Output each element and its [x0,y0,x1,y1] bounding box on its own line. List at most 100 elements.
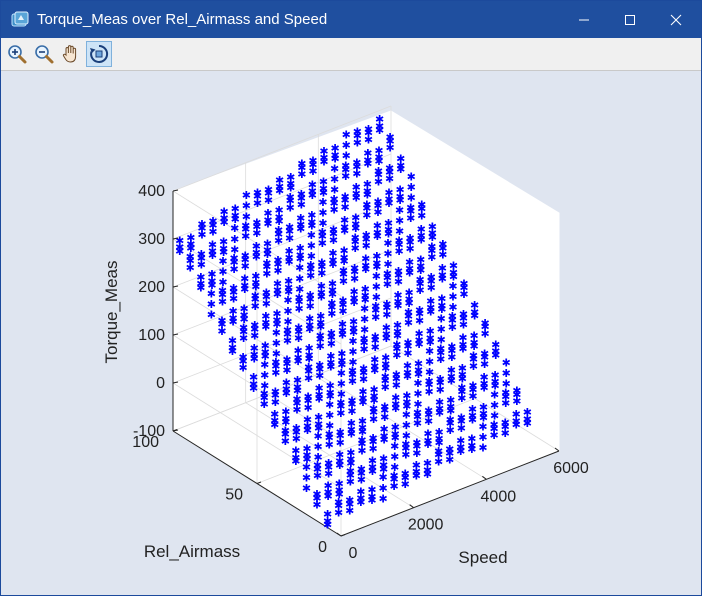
data-point: ✱ [339,246,348,258]
data-point: ✱ [302,462,311,474]
data-point: ✱ [353,131,362,143]
data-point: ✱ [325,433,334,445]
rotate-3d-button[interactable] [86,41,112,67]
data-point: ✱ [346,466,355,478]
data-point: ✱ [341,171,350,183]
data-point: ✱ [374,176,383,188]
data-point: ✱ [457,412,466,424]
maximize-button[interactable] [607,1,653,38]
data-point: ✱ [326,391,335,403]
data-point: ✱ [262,258,271,270]
data-point: ✱ [375,121,384,133]
data-point: ✱ [323,516,332,528]
data-point: ✱ [283,329,292,341]
data-point: ✱ [404,311,413,323]
data-point: ✱ [448,302,457,314]
data-point: ✱ [481,328,490,340]
data-point: ✱ [364,134,373,146]
data-point: ✱ [362,199,371,211]
data-point: ✱ [480,352,489,364]
data-point: ✱ [370,361,379,373]
data-point: ✱ [242,201,251,213]
rotate-icon [90,44,109,63]
data-point: ✱ [274,236,283,248]
data-point: ✱ [295,284,304,296]
data-point: ✱ [306,264,315,276]
data-point: ✱ [491,380,500,392]
data-point: ✱ [303,396,312,408]
data-point: ✱ [324,462,333,474]
data-point: ✱ [373,197,382,209]
data-point: ✱ [437,300,446,312]
y-tick [340,534,346,537]
data-point: ✱ [414,369,423,381]
data-point: ✱ [384,194,393,206]
data-point: ✱ [283,325,292,337]
data-point: ✱ [292,434,301,446]
data-point: ✱ [251,290,260,302]
data-point: ✱ [345,495,354,507]
data-point: ✱ [271,368,280,380]
data-point: ✱ [346,454,355,466]
data-point: ✱ [358,393,367,405]
data-point: ✱ [294,326,303,338]
pan-button[interactable] [58,41,84,67]
data-point: ✱ [436,384,445,396]
z-tick-label: -100 [133,423,165,440]
data-point: ✱ [293,356,302,368]
data-point: ✱ [272,338,281,350]
data-point: ✱ [456,435,465,447]
data-point: ✱ [323,520,332,532]
data-point: ✱ [242,190,251,202]
data-point: ✱ [491,346,500,358]
data-point: ✱ [295,293,304,305]
zoom-out-button[interactable] [31,41,57,67]
minimize-button[interactable] [561,1,607,38]
z-tick [172,333,179,336]
data-point: ✱ [489,423,498,435]
data-point: ✱ [337,355,346,367]
data-point: ✱ [427,276,436,288]
data-point: ✱ [406,233,415,245]
data-point: ✱ [385,163,394,175]
data-point: ✱ [307,221,316,233]
data-point: ✱ [293,346,302,358]
data-point: ✱ [403,367,412,379]
title-bar[interactable]: Torque_Meas over Rel_Airmass and Speed [1,1,701,38]
data-point: ✱ [250,320,259,332]
data-point: ✱ [459,313,468,325]
data-point: ✱ [323,480,332,492]
data-point: ✱ [502,378,511,390]
data-point: ✱ [338,296,347,308]
grid-line-x-floor [390,345,560,452]
data-point: ✱ [457,416,466,428]
x-tick-label: 0 [349,545,358,562]
data-point: ✱ [284,276,293,288]
data-point: ✱ [468,410,477,422]
data-point: ✱ [371,305,380,317]
data-point: ✱ [327,338,336,350]
close-button[interactable] [653,1,699,38]
scatter3d-chart[interactable]: ✱✱✱✱✱✱✱✱✱✱✱✱✱✱✱✱✱✱✱✱✱✱✱✱✱✱✱✱✱✱✱✱✱✱✱✱✱✱✱✱… [1,71,701,595]
data-point: ✱ [312,493,321,505]
data-point: ✱ [271,361,280,373]
plot-area[interactable]: ✱ ✱ ✱ ✱ ✱ ✱ ✱ ✱ ✱ ✱ ✱ ✱ ✱ ✱ ✱ ✱ ✱ ✱ ✱ ✱ ✱ ✱ ✱ ✱ ✱ ✱ ✱ ✱ ✱ ✱ ✱ ✱ ✱ ✱ ✱ ✱ ✱ ✱ ✱ ✱… [1,71,701,595]
data-point: ✱ [218,296,227,308]
data-point: ✱ [302,450,311,462]
data-point: ✱ [348,357,357,369]
data-point: ✱ [361,264,370,276]
data-point: ✱ [467,440,476,452]
data-point: ✱ [292,404,301,416]
zoom-in-button[interactable] [4,41,30,67]
data-point: ✱ [175,246,184,258]
data-point: ✱ [186,252,195,264]
data-point: ✱ [328,278,337,290]
data-point: ✱ [315,360,324,372]
data-point: ✱ [414,358,423,370]
data-point: ✱ [262,298,271,310]
data-point: ✱ [263,238,272,250]
data-point: ✱ [335,489,344,501]
data-point: ✱ [273,278,282,290]
data-point: ✱ [359,363,368,375]
data-point: ✱ [470,311,479,323]
